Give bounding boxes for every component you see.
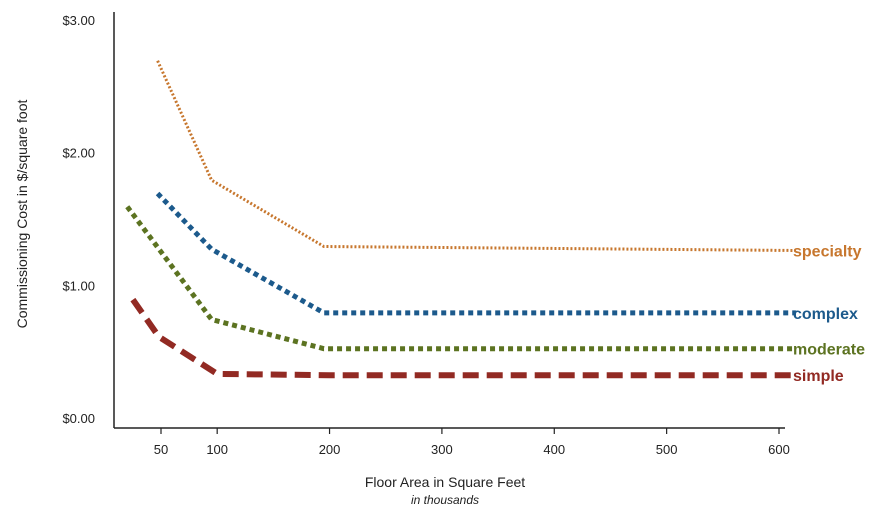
series-line-simple [130,297,796,379]
y-tick-label: $1.00 [62,278,95,293]
x-tick-label: 100 [206,442,228,457]
x-axis-ticks: 50 100 200 300 400 500 600 [154,428,790,457]
y-axis-ticks: $0.00 $1.00 $2.00 $3.00 [62,13,95,426]
axes [113,12,785,429]
series-label-moderate: moderate [793,342,865,359]
x-axis-label: Floor Area in Square Feet [365,474,525,490]
x-axis-sublabel: in thousands [411,493,479,507]
x-tick-label: 500 [656,442,678,457]
series-line-specialty [156,60,796,252]
x-tick-label: 300 [431,442,453,457]
series-label-specialty: specialty [793,244,862,261]
y-tick-label: $3.00 [62,13,95,28]
x-tick-label: 50 [154,442,168,457]
y-axis-label: Commissioning Cost in $/square foot [14,100,30,329]
y-tick-label: $2.00 [62,146,95,161]
x-tick-label: 200 [319,442,341,457]
series-line-moderate [125,205,796,352]
series-line-complex [155,191,796,316]
series-labels: specialty complex moderate simple [793,244,865,386]
y-tick-label: $0.00 [62,411,95,426]
x-tick-label: 600 [768,442,790,457]
series-label-simple: simple [793,368,844,385]
series-lines [125,60,796,379]
x-tick-label: 400 [543,442,565,457]
series-label-complex: complex [793,306,858,323]
